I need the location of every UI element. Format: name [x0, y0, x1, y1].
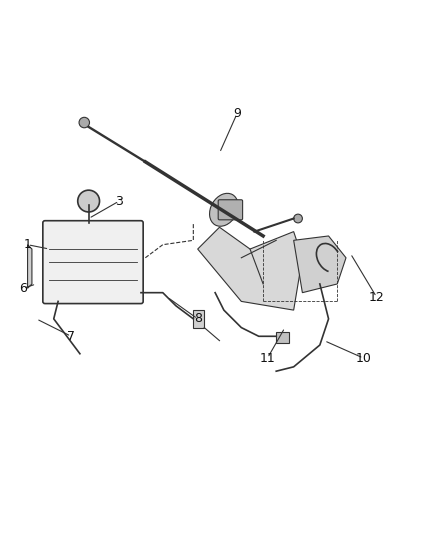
Polygon shape — [293, 236, 345, 293]
Text: 1: 1 — [24, 238, 32, 251]
Text: 3: 3 — [115, 195, 123, 207]
Circle shape — [293, 214, 302, 223]
Circle shape — [79, 117, 89, 128]
Text: 7: 7 — [67, 330, 75, 343]
Bar — [193, 310, 204, 328]
Ellipse shape — [209, 193, 238, 226]
Polygon shape — [197, 227, 302, 310]
Polygon shape — [28, 245, 32, 288]
Circle shape — [78, 190, 99, 212]
Text: 6: 6 — [19, 282, 27, 295]
Text: 8: 8 — [193, 312, 201, 325]
Text: 12: 12 — [368, 290, 384, 303]
Text: 10: 10 — [355, 352, 371, 365]
Text: 9: 9 — [233, 107, 240, 120]
Bar — [276, 332, 289, 343]
FancyBboxPatch shape — [218, 200, 242, 220]
Text: 11: 11 — [259, 352, 275, 365]
FancyBboxPatch shape — [43, 221, 143, 304]
